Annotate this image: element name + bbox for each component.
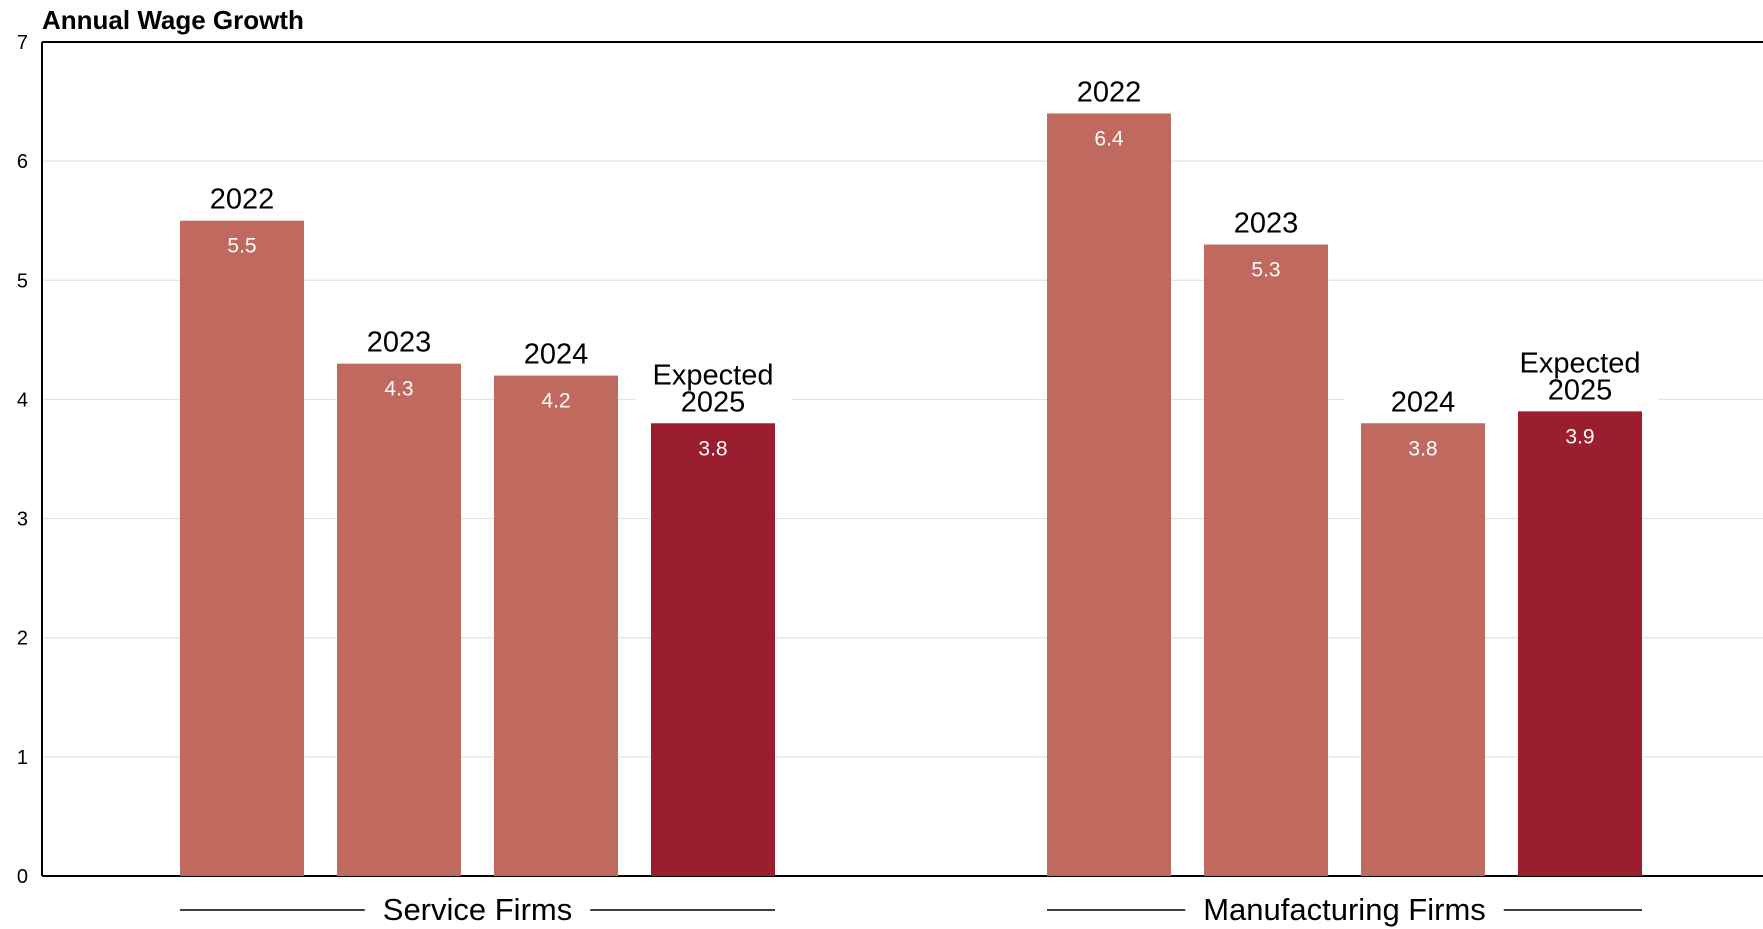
y-tick-label: 3 <box>17 509 28 531</box>
category-label: 2023 <box>1234 208 1299 240</box>
category-label: 2023 <box>367 327 432 359</box>
data-label: 3.8 <box>698 437 727 460</box>
label-background <box>635 358 791 420</box>
label-background <box>1188 206 1344 241</box>
category-label: Expected 2025 <box>1520 347 1641 406</box>
data-label: 3.9 <box>1565 425 1594 448</box>
category-label: 2022 <box>210 184 275 216</box>
bar <box>1047 113 1171 876</box>
category-label: 2024 <box>524 339 589 371</box>
group-label: Manufacturing Firms <box>1203 892 1486 927</box>
bar <box>180 220 304 876</box>
y-tick-label: 7 <box>17 32 28 54</box>
y-tick-label: 1 <box>17 747 28 769</box>
label-background <box>321 325 477 360</box>
data-label: 3.8 <box>1408 437 1437 460</box>
bar <box>651 423 775 876</box>
y-tick-label: 2 <box>17 628 28 650</box>
label-background <box>1502 346 1658 408</box>
bars <box>180 113 1642 877</box>
y-tick-label: 6 <box>17 151 28 173</box>
category-label: Expected 2025 <box>653 359 774 418</box>
data-label: 4.2 <box>541 390 570 413</box>
group-labels: Service Firms Manufacturing Firms <box>180 892 1642 927</box>
data-label: 5.3 <box>1251 259 1280 282</box>
bar <box>1518 411 1642 876</box>
bar <box>1361 423 1485 876</box>
y-tick-label: 4 <box>17 389 28 411</box>
chart-title: Annual Wage Growth <box>42 5 304 35</box>
group-label: Service Firms <box>383 892 572 927</box>
y-tick-label: 0 <box>17 866 28 888</box>
bar <box>1204 244 1328 877</box>
label-background <box>164 182 320 217</box>
data-label: 5.5 <box>227 235 256 258</box>
bar-labels: 5.5 2022 4.3 2023 4.2 2024 3.8 Expected 2025 6.4 2… <box>164 75 1658 460</box>
category-label: 2024 <box>1391 386 1456 418</box>
label-background <box>1345 385 1501 420</box>
category-label: 2022 <box>1077 76 1142 108</box>
label-background <box>478 337 634 372</box>
data-label: 6.4 <box>1094 127 1124 150</box>
bar <box>494 375 618 876</box>
label-background <box>1031 75 1187 110</box>
bar <box>337 363 461 877</box>
data-label: 4.3 <box>384 378 413 401</box>
y-tick-label: 5 <box>17 270 28 292</box>
